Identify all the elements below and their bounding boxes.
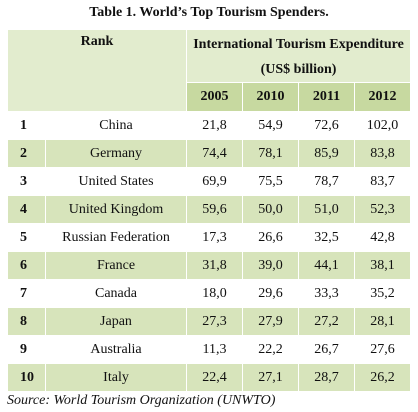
value-cell: 22,2 xyxy=(242,335,299,364)
expenditure-header: International Tourism Expenditure (US$ b… xyxy=(185,29,412,83)
value-cell: 83,8 xyxy=(353,139,412,168)
table-row: 7 Canada 18,0 29,6 33,3 35,2 xyxy=(7,279,412,308)
value-cell: 54,9 xyxy=(242,111,299,140)
rank-cell: 1 xyxy=(7,111,46,140)
table-row: 10 Italy 22,4 27,1 28,7 26,2 xyxy=(7,363,412,392)
value-cell: 27,3 xyxy=(186,307,243,336)
value-cell: 51,0 xyxy=(298,195,355,224)
table-row: 3 United States 69,9 75,5 78,7 83,7 xyxy=(7,167,412,196)
value-cell: 33,3 xyxy=(298,279,355,308)
value-cell: 69,9 xyxy=(186,167,243,196)
table-row: 4 United Kingdom 59,6 50,0 51,0 52,3 xyxy=(7,195,412,224)
country-cell: United Kingdom xyxy=(45,195,187,224)
table-row: 1 China 21,8 54,9 72,6 102,0 xyxy=(7,111,412,140)
value-cell: 26,6 xyxy=(242,223,299,252)
rank-cell: 2 xyxy=(7,139,46,168)
value-cell: 27,6 xyxy=(353,335,412,364)
rank-cell: 10 xyxy=(7,363,46,392)
year-header: 2005 xyxy=(186,82,243,112)
value-cell: 59,6 xyxy=(186,195,243,224)
value-cell: 29,6 xyxy=(242,279,299,308)
value-cell: 17,3 xyxy=(186,223,243,252)
value-cell: 28,1 xyxy=(353,307,412,336)
value-cell: 78,7 xyxy=(298,167,355,196)
table-row: 6 France 31,8 39,0 44,1 38,1 xyxy=(7,251,412,280)
tourism-spenders-table: Rank International Tourism Expenditure (… xyxy=(7,29,412,392)
value-cell: 52,3 xyxy=(353,195,412,224)
table-row: 9 Australia 11,3 22,2 26,7 27,6 xyxy=(7,335,412,364)
value-cell: 42,8 xyxy=(353,223,412,252)
rank-cell: 9 xyxy=(7,335,46,364)
value-cell: 74,4 xyxy=(186,139,243,168)
year-header: 2011 xyxy=(298,82,355,112)
value-cell: 18,0 xyxy=(186,279,243,308)
value-cell: 26,2 xyxy=(353,363,412,392)
country-cell: Russian Federation xyxy=(45,223,187,252)
country-cell: Canada xyxy=(45,279,187,308)
rank-cell: 8 xyxy=(7,307,46,336)
country-cell: Japan xyxy=(45,307,187,336)
table-row: 2 Germany 74,4 78,1 85,9 83,8 xyxy=(7,139,412,168)
value-cell: 83,7 xyxy=(353,167,412,196)
source-note: Source: World Tourism Organization (UNWT… xyxy=(7,393,276,408)
value-cell: 72,6 xyxy=(298,111,355,140)
year-header: 2012 xyxy=(353,82,412,112)
table-row: 8 Japan 27,3 27,9 27,2 28,1 xyxy=(7,307,412,336)
rank-cell: 4 xyxy=(7,195,46,224)
value-cell: 38,1 xyxy=(353,251,412,280)
rank-header: Rank xyxy=(7,29,187,112)
value-cell: 85,9 xyxy=(298,139,355,168)
value-cell: 44,1 xyxy=(298,251,355,280)
value-cell: 27,2 xyxy=(298,307,355,336)
value-cell: 39,0 xyxy=(242,251,299,280)
value-cell: 75,5 xyxy=(242,167,299,196)
country-cell: Australia xyxy=(45,335,187,364)
value-cell: 27,9 xyxy=(242,307,299,336)
value-cell: 102,0 xyxy=(353,111,412,140)
rank-cell: 6 xyxy=(7,251,46,280)
country-cell: China xyxy=(45,111,187,140)
value-cell: 27,1 xyxy=(242,363,299,392)
value-cell: 78,1 xyxy=(242,139,299,168)
value-cell: 50,0 xyxy=(242,195,299,224)
country-cell: Italy xyxy=(45,363,187,392)
rank-cell: 3 xyxy=(7,167,46,196)
value-cell: 26,7 xyxy=(298,335,355,364)
rank-cell: 7 xyxy=(7,279,46,308)
value-cell: 31,8 xyxy=(186,251,243,280)
table-title: Table 1. World’s Top Tourism Spenders. xyxy=(89,5,329,20)
table-row: 5 Russian Federation 17,3 26,6 32,5 42,8 xyxy=(7,223,412,252)
value-cell: 11,3 xyxy=(186,335,243,364)
country-cell: United States xyxy=(45,167,187,196)
country-cell: France xyxy=(45,251,187,280)
country-cell: Germany xyxy=(45,139,187,168)
value-cell: 21,8 xyxy=(186,111,243,140)
value-cell: 22,4 xyxy=(186,363,243,392)
year-header: 2010 xyxy=(242,82,299,112)
value-cell: 32,5 xyxy=(298,223,355,252)
value-cell: 35,2 xyxy=(353,279,412,308)
value-cell: 28,7 xyxy=(298,363,355,392)
rank-cell: 5 xyxy=(7,223,46,252)
